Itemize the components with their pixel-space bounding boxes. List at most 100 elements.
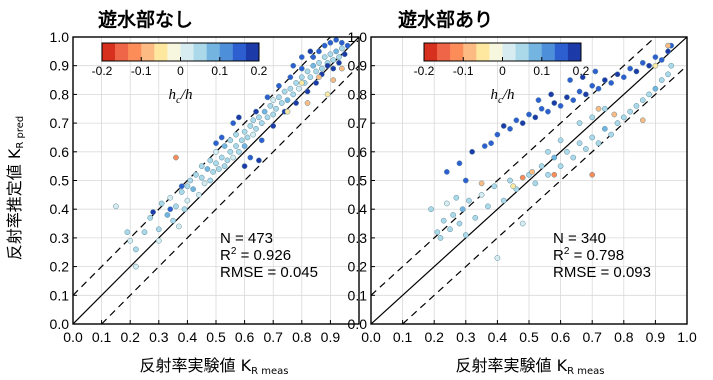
colorbar-tick-label: 0 (177, 64, 184, 78)
data-point (318, 65, 325, 72)
data-point (579, 74, 586, 81)
data-point (238, 137, 245, 144)
data-point (456, 160, 463, 167)
colorbar-tick-label: -0.1 (453, 64, 474, 78)
data-point (462, 177, 469, 184)
stat-n: N = 340 (553, 230, 606, 247)
data-point (336, 54, 342, 60)
data-point (344, 42, 351, 49)
data-point (307, 48, 314, 55)
data-point (296, 85, 302, 92)
colorbar-tick-label: 0.2 (251, 64, 268, 78)
data-point (230, 120, 237, 126)
data-point (548, 91, 554, 98)
colorbar-segment (437, 43, 451, 61)
reference-lines (371, 37, 687, 324)
data-point (338, 39, 345, 46)
lower-band-line (101, 65, 359, 324)
data-point (124, 229, 131, 236)
data-point (633, 68, 640, 75)
x-tick-label: 0.6 (235, 329, 255, 345)
data-point (227, 148, 234, 155)
data-point (338, 65, 345, 72)
panel-title: 遊水部あり (398, 8, 493, 31)
x-tick-label: 0.9 (646, 329, 666, 345)
data-point (313, 80, 319, 86)
data-point (293, 80, 299, 86)
data-point (264, 114, 271, 121)
data-point (494, 131, 501, 138)
colorbar-label-tail: /h (180, 87, 193, 103)
data-point (181, 206, 188, 213)
data-point (155, 237, 162, 244)
data-point (287, 85, 294, 92)
data-point (324, 62, 331, 69)
data-point (576, 88, 583, 95)
stat-r2: R2 = 0.926 (220, 246, 291, 264)
data-point (113, 203, 119, 210)
x-tick-label: 0.2 (424, 329, 444, 345)
stat-r2: R2 = 0.798 (553, 246, 624, 264)
y-tick-label: 0.8 (348, 86, 368, 102)
data-point (601, 77, 608, 83)
data-point (284, 97, 291, 103)
data-point (551, 154, 558, 161)
y-tick-label: 0.3 (50, 230, 70, 246)
data-point (570, 154, 577, 161)
data-point (440, 217, 447, 224)
data-point (434, 229, 441, 236)
data-point (567, 77, 573, 83)
data-point (184, 183, 191, 190)
data-point (646, 91, 652, 98)
x-tick-label: 0.5 (519, 329, 539, 345)
data-point (608, 80, 615, 86)
data-point (276, 82, 282, 89)
data-point (472, 214, 479, 221)
data-point (545, 148, 551, 155)
data-point (510, 183, 517, 190)
data-point (507, 125, 513, 132)
colorbar-segment (167, 43, 181, 61)
colorbar-segment (554, 43, 569, 61)
colorbar-segment (102, 43, 116, 61)
data-point (321, 54, 328, 60)
stats-box: N = 340 R2 = 0.798 RMSE = 0.093 (553, 230, 651, 281)
x-tick-label: 0.6 (551, 329, 571, 345)
y-tick-label: 0.4 (348, 201, 368, 217)
data-point (639, 117, 646, 124)
y-tick-label: 0.6 (50, 144, 70, 160)
data-point (658, 57, 665, 63)
colorbar-tick-label: 0.1 (211, 64, 228, 78)
x-tick-label: 0.0 (63, 329, 83, 345)
data-point (270, 123, 277, 129)
colorbar-segment (180, 43, 194, 61)
data-point (665, 48, 671, 55)
data-point (213, 140, 219, 147)
data-point (324, 91, 331, 98)
data-point (195, 192, 202, 198)
data-point (270, 97, 277, 103)
data-point (170, 217, 176, 224)
data-point (184, 197, 191, 204)
data-point (500, 123, 507, 129)
data-point (267, 103, 274, 109)
colorbar-segment (115, 43, 129, 61)
data-point (478, 180, 485, 187)
data-point (330, 65, 337, 72)
y-tick-label: 0.2 (50, 259, 70, 275)
data-point (532, 114, 539, 121)
data-point (290, 62, 297, 69)
x-tick-label: 0.0 (361, 329, 381, 345)
data-point (227, 137, 234, 144)
x-tick-label: 0.1 (92, 329, 112, 345)
colorbar-label: hc/h (168, 87, 192, 106)
x-tick-label: 0.4 (178, 329, 198, 345)
x-tick-label: 0.7 (582, 329, 602, 345)
data-point (247, 123, 254, 129)
data-point (173, 154, 179, 161)
data-point (450, 212, 457, 218)
data-point (141, 229, 148, 236)
y-tick-label: 0.1 (50, 287, 70, 303)
data-point (304, 88, 311, 95)
y-tick-label: 1.0 (348, 29, 368, 45)
